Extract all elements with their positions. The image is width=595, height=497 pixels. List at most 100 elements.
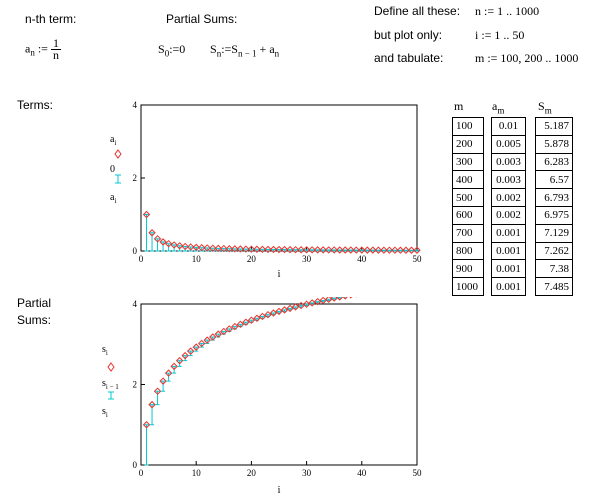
s-cell[interactable]: 5.878: [535, 134, 573, 154]
s-cell[interactable]: 6.793: [535, 188, 573, 207]
s-cell[interactable]: 5.187: [535, 117, 573, 136]
a-cell[interactable]: 0.003: [491, 152, 526, 172]
s-cell[interactable]: 7.38: [535, 259, 573, 279]
col-s-header: Sm: [538, 99, 552, 116]
terms-ylabel-mid: 0: [110, 164, 115, 175]
an-denominator: n: [52, 48, 59, 62]
sn-definition[interactable]: Sn:=Sn − 1 + an: [210, 42, 279, 58]
sums-ytick-label: 4: [133, 299, 138, 309]
terms-point: [264, 245, 272, 254]
terms-point: [280, 245, 289, 254]
nth-term-formula[interactable]: an := 1 n: [25, 37, 61, 62]
terms-point: [170, 241, 178, 249]
table-row: 500: [452, 188, 484, 207]
m-cell[interactable]: 900: [452, 259, 484, 279]
terms-point: [358, 246, 366, 254]
m-cell[interactable]: 600: [452, 205, 484, 225]
sums-point: [186, 347, 195, 355]
terms-point: [319, 246, 327, 254]
s-cell[interactable]: 7.262: [535, 241, 573, 261]
sums-y-ticks: 0 2 4: [133, 299, 145, 470]
m-cell[interactable]: 500: [452, 188, 484, 207]
terms-ytick-label: 2: [133, 173, 138, 183]
terms-point: [181, 242, 189, 251]
sums-point: [209, 333, 217, 341]
partial-sums-chart[interactable]: si si − 1 si 0 2 4 0 10 20 30 40 50 i: [100, 297, 430, 497]
table-m[interactable]: 100 200 300 400 500 600 700 800 900 1000: [452, 117, 484, 296]
a-cell[interactable]: 0.01: [491, 117, 526, 136]
terms-point: [159, 238, 167, 246]
sums-point: [247, 316, 256, 324]
terms-plot-frame: [140, 104, 418, 252]
define-expression[interactable]: n := 1 .. 1000: [475, 4, 540, 18]
a-cell[interactable]: 0.001: [491, 277, 526, 296]
m-cell[interactable]: 300: [452, 152, 484, 172]
table-row: 1000: [452, 277, 484, 296]
terms-xtick-label: 0: [139, 254, 144, 264]
m-cell[interactable]: 1000: [452, 277, 484, 296]
terms-point: [258, 245, 267, 254]
table-s[interactable]: 5.187 5.878 6.283 6.57 6.793 6.975 7.129 7.262 7…: [535, 117, 573, 296]
sums-point: [159, 377, 167, 385]
s0-definition[interactable]: S0:=0: [158, 42, 186, 58]
tabulate-expression[interactable]: m := 100, 200 .. 1000: [475, 51, 579, 65]
m-cell[interactable]: 200: [452, 134, 484, 154]
table-row: 800: [452, 241, 484, 261]
terms-label: Terms:: [17, 98, 53, 112]
a-cell[interactable]: 0.001: [491, 223, 526, 243]
sums-point: [214, 330, 222, 338]
terms-point: [291, 245, 300, 254]
terms-xtick-label: 50: [413, 254, 423, 264]
sums-point: [142, 421, 151, 429]
a-cell[interactable]: 0.002: [491, 188, 526, 207]
terms-point: [198, 243, 206, 252]
sums-point: [181, 351, 189, 360]
s-cell[interactable]: 6.283: [535, 152, 573, 172]
s-cell[interactable]: 7.485: [535, 277, 573, 296]
a-cell[interactable]: 0.001: [491, 259, 526, 279]
terms-point: [209, 244, 217, 252]
sums-ytick-label: 2: [133, 380, 138, 390]
sums-point: [258, 312, 267, 321]
sums-ylabel-bot: si: [102, 406, 108, 419]
sums-point: [275, 307, 283, 316]
sums-x-ticks: 0 10 20 30 40 50: [139, 461, 422, 478]
terms-point: [407, 246, 416, 254]
terms-point: [242, 245, 250, 253]
table-row: 0.002: [491, 188, 526, 207]
partial-sums-section-label-2: Sums:: [17, 313, 52, 327]
table-a[interactable]: 0.01 0.005 0.003 0.003 0.002 0.002 0.001 0.001 0…: [491, 117, 526, 296]
sums-point: [269, 309, 278, 317]
s-cell[interactable]: 6.57: [535, 170, 573, 190]
plot-expression[interactable]: i := 1 .. 50: [475, 28, 525, 42]
sums-point: [242, 318, 250, 326]
terms-point: [236, 245, 245, 253]
sums-point: [148, 400, 156, 409]
table-row: 6.283: [535, 152, 573, 172]
s-cell[interactable]: 7.129: [535, 223, 573, 243]
a-cell[interactable]: 0.001: [491, 241, 526, 261]
sn-assign: :=S: [221, 42, 238, 56]
sums-point: [291, 303, 300, 311]
an-sub: n: [30, 47, 35, 58]
table-row: 0.003: [491, 170, 526, 190]
a-cell[interactable]: 0.005: [491, 134, 526, 154]
nth-term-label: n-th term:: [25, 12, 77, 26]
terms-chart[interactable]: ai 0 ai 0 2 4 0 10 20 30 40 50 i: [100, 95, 430, 285]
a-cell[interactable]: 0.002: [491, 205, 526, 225]
m-cell[interactable]: 400: [452, 170, 484, 190]
a-cell[interactable]: 0.003: [491, 170, 526, 190]
table-row: 5.878: [535, 134, 573, 154]
plot-label: but plot only:: [374, 28, 443, 42]
terms-point: [330, 246, 338, 254]
s-cell[interactable]: 6.975: [535, 205, 573, 225]
m-cell[interactable]: 800: [452, 241, 484, 261]
m-cell[interactable]: 700: [452, 223, 484, 243]
sums-point: [286, 304, 294, 313]
m-cell[interactable]: 100: [452, 117, 484, 136]
s0-rest: :=0: [169, 42, 186, 56]
sums-point: [313, 297, 322, 306]
sums-point: [308, 299, 316, 307]
table-row: 100: [452, 117, 484, 136]
sums-marks: [142, 297, 357, 466]
